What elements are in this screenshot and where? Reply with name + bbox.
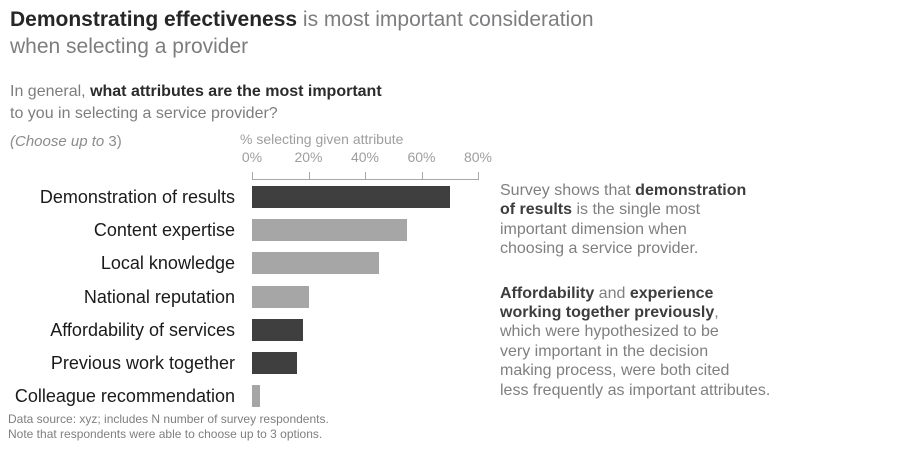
chart-row: Content expertise [0,219,485,242]
question-suffix: to you in selecting a service provider? [10,104,278,122]
chart-row: Previous work together [0,351,485,374]
bar [252,186,450,208]
chart-row: Local knowledge [0,252,485,275]
question-bold: what attributes are the most important [90,83,382,100]
bar [252,252,379,275]
bar [252,285,309,308]
tick-mark [421,172,423,179]
chart-row: Colleague recommendation [0,385,485,408]
choose-note: (Choose up to 3) [10,133,122,150]
bar-track [252,186,485,208]
tick-mark [478,172,479,179]
axis-title: % selecting given attribute [240,131,404,147]
axis-tick-labels: 0% 20% 40% 60% 80% [242,149,492,166]
page-title: Demonstrating effectiveness is most impo… [10,6,594,60]
bar [252,318,303,341]
bar [252,385,260,408]
bar-chart: Demonstration of results Content experti… [0,186,485,418]
category-label: Previous work together [50,352,235,373]
category-label: Demonstration of results [39,187,235,207]
commentary-paragraph-2: Affordability and experience working tog… [500,284,830,400]
commentary-2-mid: and [594,284,630,302]
bar-track [252,252,485,275]
tick-mark [308,172,310,179]
tick-mark [252,172,253,179]
question-text: In general, what attributes are the most… [10,81,382,124]
chart-row: National reputation [0,285,485,308]
chart-row: Affordability of services [0,318,485,341]
question-prefix: In general, [10,83,91,100]
bar [252,351,297,374]
commentary-1-bold: demonstration of results [500,182,747,219]
commentary-2-post: , which were hypothesized to be very imp… [500,304,771,399]
page-title-bold: Demonstrating effectiveness [10,8,298,31]
category-label: Local knowledge [100,253,235,274]
page-title-rest: is most important consideration when sel… [10,8,594,58]
category-label: Content expertise [93,220,235,241]
commentary-1-post: is the single most important dimension w… [500,201,701,258]
tick-label-0: 0% [241,149,263,165]
category-label: Colleague recommendation [14,386,235,407]
bar [252,219,407,242]
tick-label-60: 60% [407,149,436,165]
bar-track [252,318,485,341]
tick-label-20: 20% [294,149,323,165]
choose-note-plain: 3) [108,133,122,150]
commentary: Survey shows that demonstration of resul… [500,181,830,425]
tick-label-80: 80% [463,149,493,165]
tick-mark [365,172,366,179]
footnote: Data source: xyz; includes N number of s… [8,412,329,441]
bar-track [252,219,485,242]
commentary-paragraph-1: Survey shows that demonstration of resul… [500,181,830,259]
bar-track [252,385,485,408]
tick-label-40: 40% [350,149,380,165]
category-label: Affordability of services [50,319,235,340]
bar-track [252,285,485,308]
category-label: National reputation [83,286,235,307]
commentary-2-bold1: Affordability [500,284,595,302]
commentary-2-bold2: experience working together previously [500,284,715,322]
choose-note-italic: (Choose up to [10,133,109,150]
bar-track [252,351,485,374]
axis-line [252,171,479,180]
commentary-1-pre: Survey shows that [500,182,636,199]
chart-row: Demonstration of results [0,186,485,208]
